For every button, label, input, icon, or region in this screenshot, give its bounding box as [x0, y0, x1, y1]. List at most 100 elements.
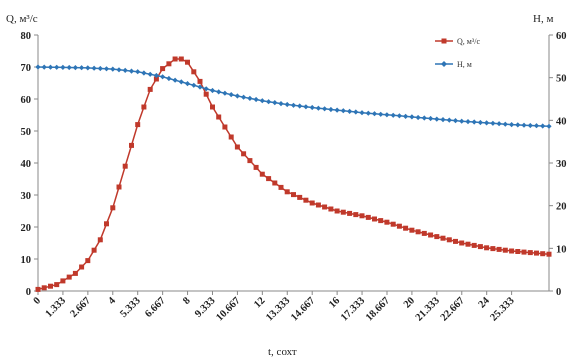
series-point: [253, 96, 259, 103]
series-point: [228, 134, 234, 140]
x-tick-label: 20: [402, 295, 417, 310]
x-tick-label: 18.667: [364, 295, 392, 323]
series-point: [477, 119, 483, 126]
x-tick-label: 22.667: [439, 295, 467, 323]
series-point: [315, 202, 321, 208]
series-point: [91, 247, 97, 253]
series-point: [347, 210, 353, 216]
series-point: [172, 77, 178, 83]
series-point: [328, 106, 334, 113]
series-point: [122, 163, 128, 169]
series-point: [353, 109, 359, 115]
series-point: [322, 204, 328, 210]
series-point: [440, 117, 446, 123]
series-point: [534, 250, 539, 256]
series-point: [465, 241, 471, 247]
series-point: [421, 115, 427, 121]
series-point: [328, 206, 334, 212]
x-axis-title: t, сохт: [268, 346, 297, 358]
legend-h-label: H, м: [457, 60, 472, 69]
series-point: [272, 100, 278, 106]
series-point: [496, 246, 502, 252]
series-point: [79, 65, 85, 71]
y-right-tick-label: 20: [556, 202, 567, 213]
y-right-axis-title: H, м: [533, 13, 553, 25]
series-point: [259, 171, 265, 177]
series-point: [359, 110, 365, 116]
series-point: [209, 87, 216, 94]
series-point: [396, 113, 402, 119]
series-point: [66, 274, 72, 280]
x-tick-label: 13.333: [264, 295, 292, 323]
x-tick-label: 2.667: [68, 295, 92, 319]
legend-h-marker: [441, 61, 447, 67]
series-point: [459, 118, 465, 124]
x-tick-label: 6.667: [143, 295, 167, 319]
series-point: [502, 121, 508, 127]
series-point: [222, 124, 228, 130]
series-point: [396, 223, 402, 229]
series-point: [178, 79, 184, 85]
series-point: [247, 95, 253, 101]
series-point: [110, 66, 116, 72]
series-point: [85, 258, 91, 264]
series-point: [197, 84, 203, 90]
y-left-tick-label: 20: [21, 223, 32, 234]
series-point: [415, 229, 421, 235]
series-point: [222, 90, 228, 96]
series-point: [372, 216, 377, 222]
series-point: [384, 112, 390, 118]
series-point: [116, 184, 122, 190]
y-left-tick-label: 40: [21, 159, 32, 170]
series-point: [509, 248, 515, 254]
series-point: [278, 101, 284, 107]
series-h: [35, 64, 552, 129]
series-point: [91, 65, 97, 71]
series-point: [185, 59, 190, 65]
series-point: [160, 74, 166, 80]
series-point: [453, 238, 458, 244]
series-point: [527, 122, 533, 129]
y-left-tick-label: 80: [21, 31, 32, 42]
x-tick-label: 16: [327, 295, 342, 310]
series-point: [347, 108, 353, 114]
series-point: [340, 108, 346, 114]
series-point: [129, 142, 134, 148]
x-tick-label: 0: [32, 295, 43, 306]
y-left-tick-label: 10: [21, 255, 32, 266]
x-tick-label: 4: [106, 295, 118, 307]
x-tick-label: 8: [181, 295, 192, 306]
series-point: [334, 107, 340, 113]
series-point: [160, 66, 166, 72]
series-point: [340, 209, 346, 215]
series-point: [353, 212, 359, 218]
series-point: [290, 102, 297, 108]
series-point: [378, 218, 384, 224]
series-point: [278, 184, 284, 190]
series-point: [540, 123, 546, 129]
series-point: [259, 98, 265, 104]
y-right-tick-label: 50: [556, 74, 567, 85]
series-point: [521, 122, 527, 128]
series-point: [253, 164, 259, 170]
series-point: [60, 64, 66, 70]
x-tick-label: 12: [252, 295, 267, 310]
series-point: [216, 114, 222, 120]
series-point: [178, 56, 184, 62]
series-point: [234, 93, 240, 99]
series-point: [471, 119, 477, 125]
series-point: [216, 89, 222, 95]
series-point: [54, 64, 60, 70]
series-point: [365, 214, 371, 220]
y-left-tick-label: 0: [26, 287, 31, 298]
series-point: [434, 116, 440, 122]
y-right-tick-label: 10: [556, 244, 567, 255]
series-point: [509, 122, 515, 128]
series-point: [241, 94, 247, 100]
series-point: [141, 70, 147, 76]
series-point: [153, 76, 159, 82]
legend-q-marker: [441, 38, 447, 44]
y-right-tick-label: 0: [556, 287, 561, 298]
series-point: [527, 250, 533, 256]
